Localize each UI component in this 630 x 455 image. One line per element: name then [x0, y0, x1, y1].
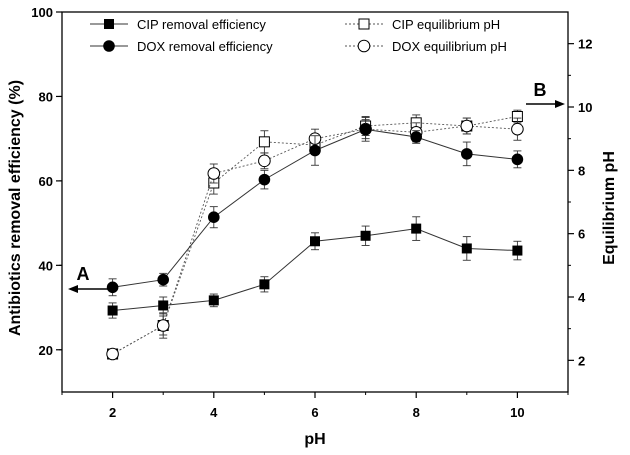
legend-label: CIP equilibrium pH: [392, 17, 500, 32]
legend-label: DOX removal efficiency: [137, 39, 273, 54]
data-point: [259, 279, 270, 290]
data-point: [460, 119, 474, 133]
x-tick-label: 10: [510, 405, 524, 420]
data-point: [461, 243, 472, 254]
data-point: [208, 295, 219, 306]
y2-tick-label: 4: [578, 290, 586, 305]
data-point: [208, 211, 220, 223]
ticks: 2 4 6 8 10 20 40 60 80 100 2 4 6 8 10 12: [31, 5, 592, 420]
legend-marker: [104, 19, 114, 29]
x-tick-label: 8: [413, 405, 420, 420]
y2-tick-label: 2: [578, 353, 585, 368]
y-tick-label: 60: [39, 174, 53, 189]
series-1: [106, 117, 524, 297]
y2-tick-label: 12: [578, 37, 592, 52]
x-tick-label: 6: [311, 405, 318, 420]
legend-item: CIP removal efficiency: [90, 17, 266, 32]
annotation-label: B: [534, 80, 547, 100]
legend-item: DOX equilibrium pH: [345, 39, 507, 54]
y-tick-label: 100: [31, 5, 53, 20]
legend-marker: [358, 18, 370, 30]
x-tick-label: 2: [109, 405, 116, 420]
plot-frame: [61, 11, 569, 393]
y-tick-label: 20: [39, 343, 53, 358]
data-point: [461, 148, 473, 160]
y2-tick-label: 10: [578, 100, 592, 115]
legend: CIP removal efficiency DOX removal effici…: [90, 17, 507, 54]
data-point: [310, 236, 320, 247]
data-point: [158, 300, 169, 311]
data-point: [360, 230, 371, 241]
legend-item: DOX removal efficiency: [90, 39, 273, 54]
data-point: [258, 173, 271, 186]
axes: [61, 11, 569, 393]
data-point: [258, 154, 271, 168]
data-point: [157, 273, 169, 286]
data-point: [106, 281, 119, 294]
legend-marker: [357, 39, 371, 53]
x-axis-title: pH: [304, 431, 325, 448]
data-point: [106, 347, 119, 361]
series-layer: [106, 109, 524, 361]
y-tick-label: 40: [39, 258, 53, 273]
data-point: [207, 167, 221, 180]
legend-label: DOX equilibrium pH: [392, 39, 507, 54]
annotation-arrowhead: [555, 100, 565, 108]
y2-tick-label: 6: [578, 227, 585, 242]
data-point: [156, 319, 170, 332]
annotations: AB: [68, 80, 565, 293]
annotation-arrowhead: [68, 285, 78, 293]
data-point: [309, 144, 321, 157]
y-tick-label: 80: [39, 89, 53, 104]
annotation-label: A: [77, 264, 90, 284]
legend-item: CIP equilibrium pH: [345, 17, 500, 32]
y-axis-title: Antibiotics removal efficiency (%): [7, 80, 24, 336]
data-point: [512, 245, 523, 256]
series-0: [107, 216, 523, 319]
legend-marker: [103, 40, 115, 52]
data-point: [258, 136, 270, 148]
data-point: [511, 153, 524, 166]
data-point: [107, 305, 118, 316]
data-point: [359, 123, 372, 136]
legend-label: CIP removal efficiency: [137, 17, 266, 32]
y2-axis-title: Equilibrium pH: [601, 151, 618, 265]
data-point: [511, 122, 524, 136]
y2-tick-label: 8: [578, 163, 585, 178]
data-point: [411, 223, 422, 234]
data-point: [410, 131, 423, 143]
x-tick-label: 4: [210, 405, 218, 420]
